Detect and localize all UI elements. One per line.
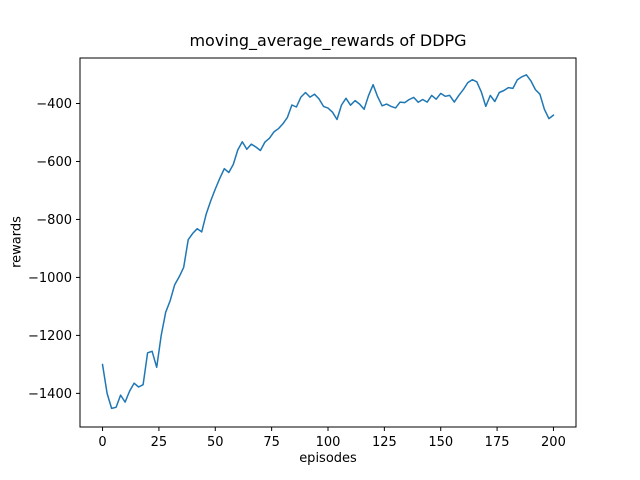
- y-tick-label: −1400: [28, 387, 72, 402]
- x-tick-label: 25: [151, 435, 168, 450]
- x-tick-label: 175: [485, 435, 510, 450]
- x-tick-label: 75: [263, 435, 280, 450]
- axes-box: [79, 57, 577, 428]
- reward-line: [101, 74, 555, 410]
- y-tick-label: −600: [36, 155, 72, 170]
- y-tick-label: −800: [36, 213, 72, 228]
- x-tick-label: 200: [541, 435, 566, 450]
- y-tick-label: −1200: [28, 329, 72, 344]
- x-tick-label: 100: [316, 435, 341, 450]
- y-tick-label: −400: [36, 97, 72, 112]
- x-tick-label: 125: [372, 435, 397, 450]
- x-axis-label: episodes: [299, 451, 357, 466]
- chart-title: moving_average_rewards of DDPG: [189, 31, 467, 50]
- x-tick-label: 0: [98, 435, 106, 450]
- y-tick-label: −1000: [28, 271, 72, 286]
- x-tick-label: 150: [428, 435, 453, 450]
- x-tick-label: 50: [207, 435, 224, 450]
